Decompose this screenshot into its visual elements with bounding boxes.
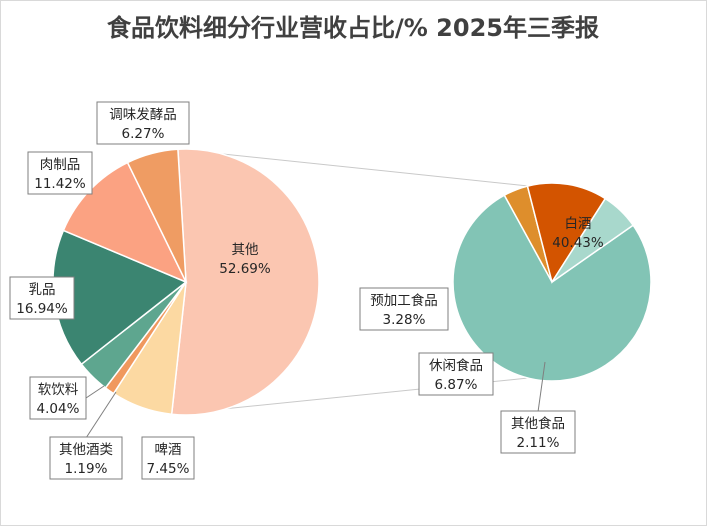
data-label-sub-1: 其他食品 2.11% — [500, 361, 576, 454]
label-value: 7.45% — [147, 461, 190, 477]
data-label-main-2: 其他酒类 1.19% — [49, 391, 123, 480]
data-label-sub-3: 预加工食品 3.28% — [359, 287, 449, 331]
label-box — [9, 276, 75, 320]
label-value: 3.28% — [383, 312, 426, 328]
label-category: 肉制品 — [40, 157, 81, 173]
label-value: 4.04% — [37, 401, 80, 417]
label-box — [500, 410, 576, 454]
label-box — [29, 376, 87, 420]
label-value: 6.87% — [435, 377, 478, 393]
data-label-main-6: 调味发酵品 6.27% — [96, 101, 190, 145]
leader-line — [85, 385, 105, 399]
label-category: 休闲食品 — [429, 357, 483, 374]
label-box — [27, 151, 93, 195]
label-value: 40.43% — [552, 235, 604, 251]
sub-slice-2 — [526, 182, 607, 284]
label-box — [49, 436, 123, 480]
sub-slice-0 — [452, 194, 652, 382]
label-box — [418, 352, 494, 396]
secondary-pie — [452, 182, 652, 382]
label-category: 软饮料 — [38, 382, 79, 398]
data-label-main-1: 啤酒 7.45% — [141, 436, 195, 480]
label-value: 16.94% — [16, 301, 68, 317]
label-category: 其他食品 — [511, 415, 565, 432]
label-box — [359, 287, 449, 331]
leader-line — [85, 391, 117, 439]
data-label-main-4: 乳品 16.94% — [9, 276, 75, 320]
data-labels: 其他 52.69% 啤酒 7.45% 其他酒类 1.19% 软饮料 4.04% 乳品 16.94%… — [9, 101, 604, 480]
data-label-main-5: 肉制品 11.42% — [27, 151, 93, 195]
main-slice-0 — [170, 148, 320, 416]
label-category: 其他酒类 — [59, 442, 113, 458]
chart-title: 食品饮料细分行业营收占比/% 2025年三季报 — [107, 14, 599, 42]
label-category: 调味发酵品 — [109, 107, 177, 123]
label-box — [96, 101, 190, 145]
data-label-sub-0: 白酒 40.43% — [552, 216, 604, 251]
sub-slice-3 — [551, 197, 635, 283]
data-label-main-3: 软饮料 4.04% — [29, 376, 105, 420]
label-category: 预加工食品 — [370, 292, 438, 309]
label-category: 白酒 — [565, 216, 592, 232]
label-value: 6.27% — [122, 126, 165, 142]
label-box — [141, 436, 195, 480]
leader-line — [537, 361, 546, 413]
label-category: 其他 — [232, 242, 259, 258]
main-pie — [52, 148, 320, 416]
label-value: 11.42% — [34, 176, 86, 192]
label-value: 52.69% — [219, 261, 271, 277]
data-label-sub-2: 休闲食品 6.87% — [418, 352, 494, 396]
connector-top — [177, 148, 529, 187]
main-slice-6 — [126, 148, 187, 283]
label-category: 啤酒 — [155, 442, 182, 458]
label-value: 1.19% — [65, 461, 108, 477]
label-category: 乳品 — [29, 282, 56, 298]
label-value: 2.11% — [517, 435, 560, 451]
data-label-main-0: 其他 52.69% — [219, 242, 271, 277]
